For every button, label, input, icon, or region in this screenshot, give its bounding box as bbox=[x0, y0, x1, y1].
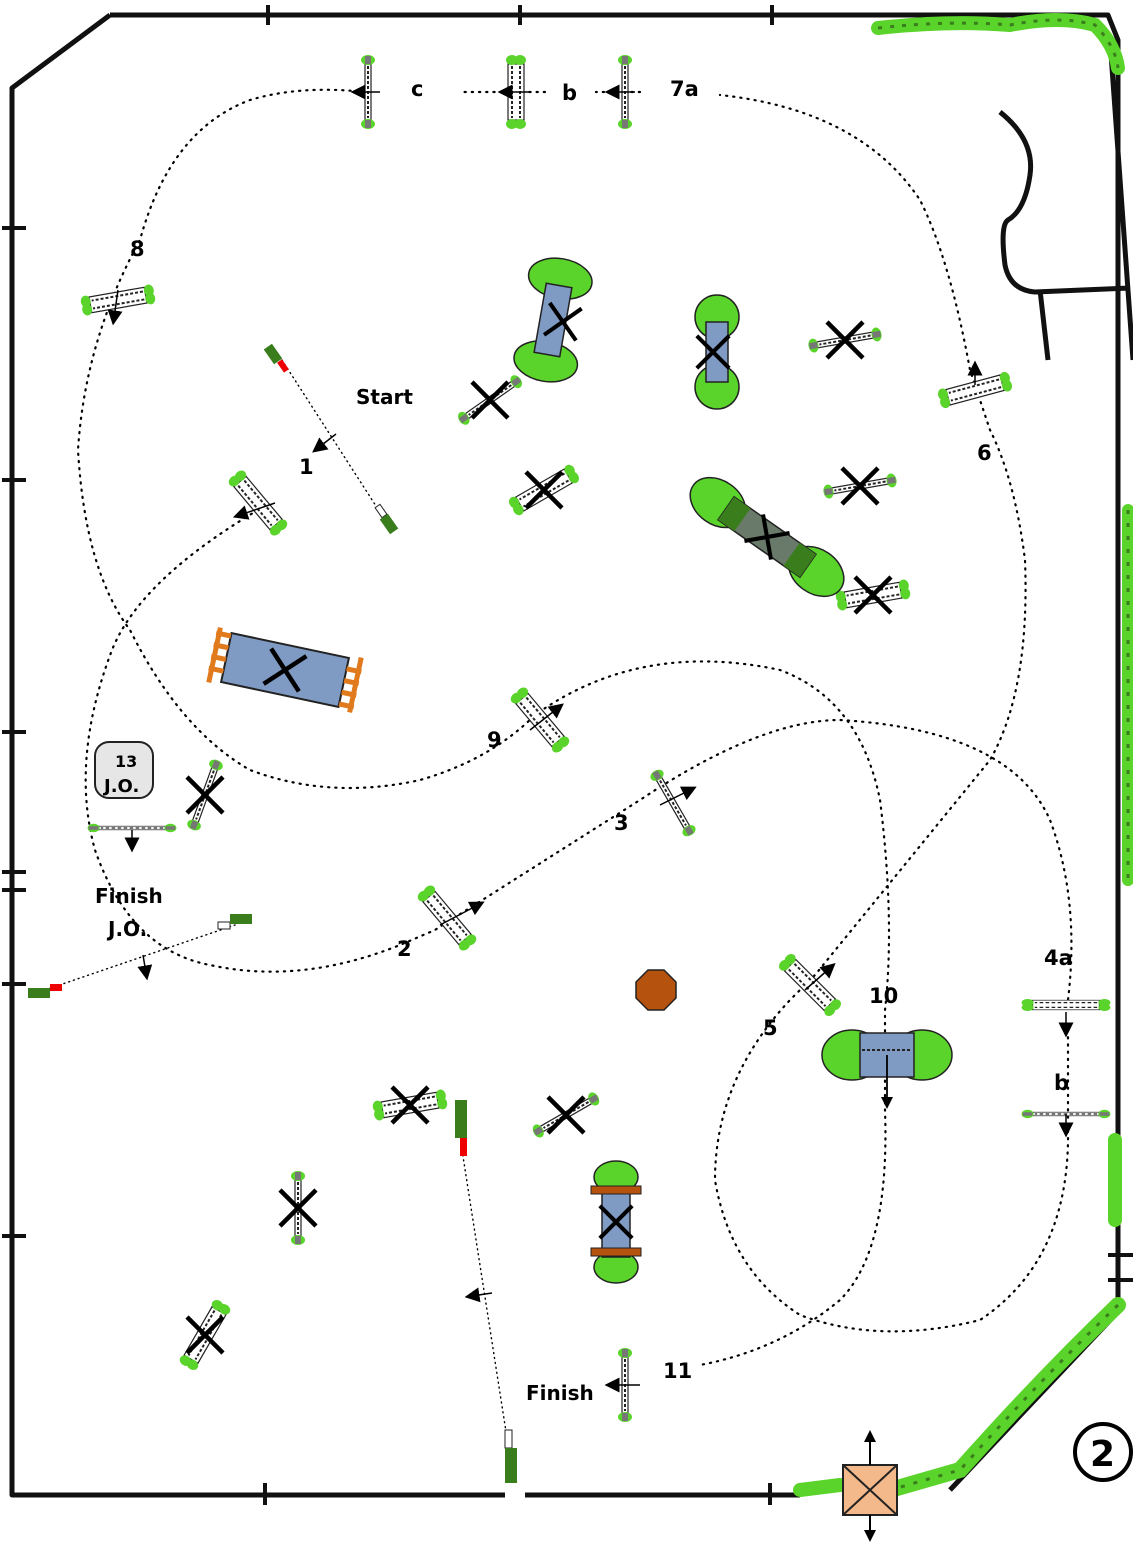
fence-number-9: 9 bbox=[487, 728, 502, 752]
fence-number-7c: c bbox=[411, 77, 423, 101]
fence-7c bbox=[350, 54, 380, 130]
jo-badge-text: J.O. bbox=[102, 776, 139, 797]
hedges bbox=[793, 13, 1133, 1498]
fence-number-4b: b bbox=[1054, 1071, 1069, 1095]
edge-ticks bbox=[2, 5, 1133, 1505]
arena-boundary bbox=[9, 12, 1121, 1498]
finish-jo-flags bbox=[28, 914, 252, 998]
fence-number-3: 3 bbox=[614, 811, 629, 835]
fence-4b bbox=[1020, 1108, 1112, 1138]
timing-lines bbox=[44, 359, 513, 1471]
building-outline bbox=[998, 39, 1133, 361]
triple-bar-green bbox=[689, 476, 845, 598]
fence-6 bbox=[935, 360, 1015, 411]
fence-number-11: 11 bbox=[663, 1359, 692, 1383]
fence-5 bbox=[775, 950, 845, 1020]
fence-10-water bbox=[821, 1029, 953, 1109]
fence-9 bbox=[507, 684, 573, 756]
fence-number-8: 8 bbox=[130, 237, 145, 261]
fence-number-10: 10 bbox=[869, 984, 898, 1008]
label-start: Start bbox=[356, 385, 413, 409]
course-number: 2 bbox=[1090, 1434, 1115, 1475]
label-finish-jo-1: Finish bbox=[95, 884, 163, 908]
fence-2 bbox=[414, 882, 485, 954]
water-jump-top-2 bbox=[694, 294, 740, 410]
fence-number-5: 5 bbox=[763, 1016, 778, 1040]
water-jump-top bbox=[513, 257, 593, 383]
fence-7a bbox=[604, 54, 635, 130]
course-number-circle bbox=[1073, 1422, 1133, 1482]
fence-13-jo bbox=[86, 822, 178, 853]
entrance-gate bbox=[842, 1430, 898, 1542]
fence-number-2: 2 bbox=[397, 937, 412, 961]
fence-number-4a: 4a bbox=[1044, 946, 1073, 970]
fence-7b bbox=[497, 54, 530, 130]
liverpool-orange bbox=[206, 627, 364, 713]
fence-number-1: 1 bbox=[299, 455, 314, 479]
fence-4a bbox=[1020, 997, 1112, 1038]
fence-number-6: 6 bbox=[977, 441, 992, 465]
unused-fences bbox=[176, 322, 913, 1374]
fence-number-7a: 7a bbox=[670, 77, 699, 101]
jo-badge-number: 13 bbox=[115, 752, 137, 771]
octagon-obstacle bbox=[635, 969, 677, 1011]
liverpool-bottom bbox=[590, 1160, 642, 1284]
jo-badge bbox=[94, 741, 154, 799]
fence-11 bbox=[604, 1347, 640, 1423]
fence-number-7b: b bbox=[562, 81, 577, 105]
finish-flags bbox=[455, 1100, 517, 1483]
start-flags bbox=[263, 343, 399, 535]
fence-8 bbox=[78, 282, 158, 326]
label-finish-jo-2: J.O. bbox=[106, 917, 147, 941]
fence-1 bbox=[225, 467, 291, 539]
label-finish: Finish bbox=[526, 1381, 594, 1405]
fence-3 bbox=[647, 766, 699, 840]
